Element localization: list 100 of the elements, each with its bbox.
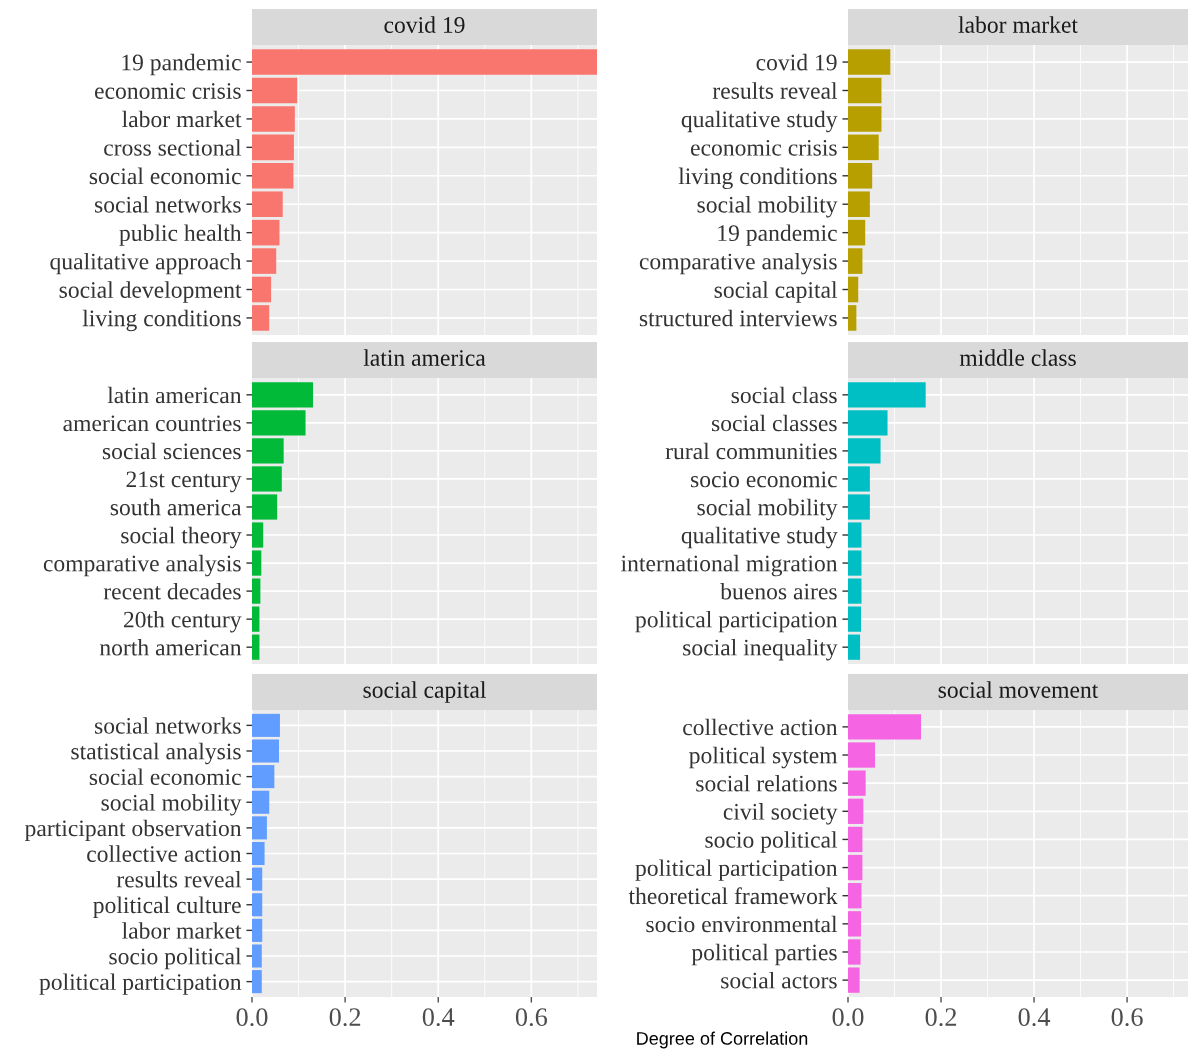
- bar: [848, 106, 882, 132]
- y-tick-label: social relations: [696, 774, 837, 792]
- y-tick-label: social class: [731, 386, 837, 404]
- bar: [252, 382, 313, 408]
- bar: [252, 134, 294, 161]
- bar: [252, 550, 262, 576]
- y-tick-label: results reveal: [712, 82, 838, 99]
- y-tick-label: recent decades: [103, 582, 241, 600]
- chart-title: covid 19: [384, 16, 465, 33]
- bar: [848, 162, 873, 189]
- y-tick-label: public health: [119, 224, 242, 246]
- bar: [848, 550, 862, 576]
- y-tick-label: economic crisis: [94, 83, 241, 99]
- chart-title: social movement: [938, 681, 1099, 698]
- x-tick-label: 0.0: [832, 1008, 864, 1027]
- y-tick-label: political participation: [635, 610, 838, 633]
- bar: [252, 522, 264, 548]
- bar: [848, 49, 891, 75]
- y-tick-label: 19 pandemic: [718, 224, 837, 246]
- bar: [848, 77, 882, 104]
- y-tick-label: rural communities: [665, 442, 837, 460]
- y-tick-label: political system: [689, 746, 838, 769]
- bar: [848, 634, 861, 660]
- bar: [252, 634, 260, 660]
- y-tick-label: social inequality: [683, 638, 838, 661]
- bar: [252, 410, 306, 436]
- y-tick-label: political participation: [635, 859, 838, 881]
- chart-title: middle class: [959, 349, 1076, 366]
- y-tick-label: qualitative study: [681, 110, 838, 133]
- y-tick-label: living conditions: [678, 167, 837, 190]
- y-tick-label: collective action: [87, 845, 242, 862]
- y-tick-label: social theory: [121, 526, 242, 549]
- y-tick-label: socio environmental: [646, 915, 838, 933]
- bar: [848, 854, 863, 881]
- y-tick-label: social development: [59, 281, 242, 303]
- y-tick-label: 19 pandemic: [122, 53, 241, 76]
- bar: [848, 438, 881, 464]
- y-tick-label: living conditions: [82, 309, 241, 332]
- bar: [848, 883, 862, 909]
- bar: [252, 77, 298, 104]
- bar: [848, 248, 863, 274]
- bar: [848, 219, 866, 246]
- x-tick-label: 0.4: [422, 1008, 455, 1027]
- x-tick-label: 0.6: [1111, 1008, 1143, 1027]
- y-tick-label: structured interviews: [639, 309, 837, 327]
- y-tick-label: north american: [99, 638, 242, 656]
- y-tick-label: 20th century: [123, 610, 242, 633]
- chart-title: latin america: [363, 349, 486, 366]
- bar: [848, 522, 862, 548]
- y-tick-label: qualitative study: [681, 526, 838, 549]
- x-axis-title: Degree of Correlation: [637, 1031, 808, 1049]
- bar: [848, 939, 861, 965]
- y-tick-label: 21st century: [126, 471, 242, 493]
- chart-title: social capital: [363, 681, 486, 703]
- y-tick-label: social capital: [714, 281, 838, 303]
- x-tick-label: 0.2: [925, 1008, 957, 1027]
- y-tick-label: social mobility: [697, 196, 838, 218]
- y-tick-label: social economic: [89, 768, 241, 786]
- y-tick-label: results reveal: [116, 870, 242, 888]
- y-tick-label: political culture: [93, 896, 241, 918]
- bar: [848, 606, 862, 632]
- chart-title: labor market: [958, 16, 1078, 33]
- bar: [848, 714, 922, 740]
- bar: [252, 106, 295, 132]
- y-tick-label: cross sectional: [104, 139, 242, 156]
- bar: [848, 798, 864, 824]
- y-tick-label: collective action: [683, 718, 838, 736]
- y-tick-label: social mobility: [101, 794, 242, 816]
- y-tick-label: international migration: [621, 554, 838, 577]
- x-tick-label: 0.6: [515, 1008, 548, 1027]
- y-tick-label: social networks: [95, 717, 241, 734]
- y-tick-label: labor market: [122, 110, 242, 128]
- y-tick-label: civil society: [723, 803, 838, 825]
- bar: [848, 911, 862, 937]
- bar: [252, 578, 261, 604]
- y-tick-label: participant observation: [24, 819, 242, 842]
- y-tick-label: statistical analysis: [71, 742, 241, 765]
- bar: [848, 770, 866, 796]
- bar: [252, 162, 294, 189]
- bar: [848, 578, 862, 604]
- bar: [252, 49, 597, 75]
- y-tick-label: social sciences: [102, 442, 241, 460]
- y-tick-label: economic crisis: [690, 139, 837, 156]
- y-tick-label: political participation: [39, 973, 242, 995]
- y-tick-label: labor market: [122, 922, 242, 939]
- y-tick-label: south america: [110, 498, 242, 516]
- bar: [252, 305, 270, 331]
- y-tick-label: political parties: [691, 943, 837, 966]
- x-tick-label: 0.2: [329, 1008, 361, 1027]
- y-tick-label: social classes: [712, 414, 837, 432]
- y-tick-label: social economic: [89, 167, 241, 185]
- bar: [848, 466, 870, 492]
- x-tick-label: 0.4: [1018, 1008, 1051, 1027]
- bar: [252, 494, 278, 520]
- y-tick-label: theoretical framework: [628, 887, 838, 905]
- y-tick-label: social mobility: [697, 498, 838, 521]
- y-tick-label: social networks: [95, 196, 241, 213]
- bar: [252, 606, 260, 632]
- bar: [848, 410, 888, 436]
- bar: [252, 248, 277, 274]
